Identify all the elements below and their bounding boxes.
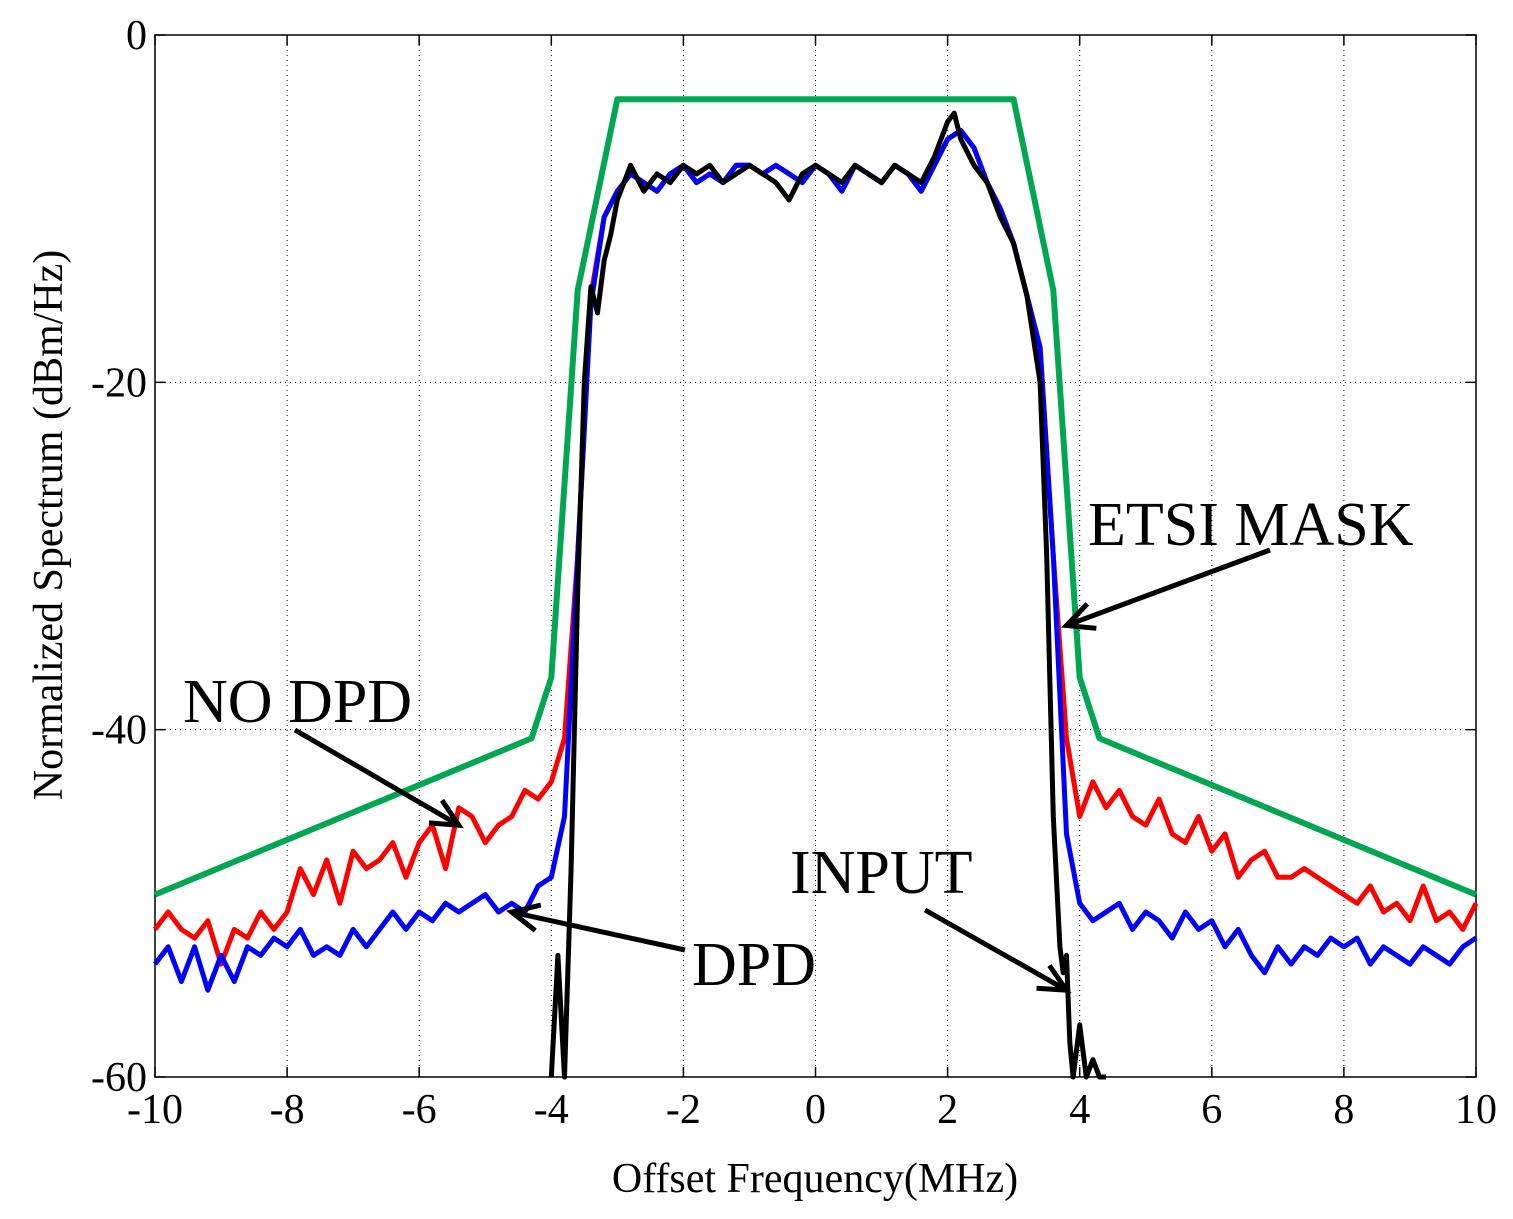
y-tick-label: -60	[91, 1055, 147, 1101]
y-tick-label: 0	[126, 13, 147, 59]
y-tick-label: -40	[91, 708, 147, 754]
x-tick-label: -10	[127, 1087, 183, 1133]
axis-ticks: -10 -8 -6 -4 -2 0 2 4 6 8 100-20-40-60	[91, 13, 1497, 1133]
x-tick-label: -4	[534, 1087, 569, 1133]
series-etsi-mask	[153, 96, 1478, 898]
annotation-arrowhead-input	[1036, 964, 1072, 994]
series-input	[548, 110, 1107, 1080]
annotation-arrowhead-etsi-mask	[1061, 602, 1097, 631]
annotation-arrowhead-no-dpd	[428, 798, 464, 829]
annotations-layer: ETSI MASK NO DPD DPD INPUT	[183, 491, 1414, 999]
annotation-label-dpd: DPD	[692, 931, 816, 999]
annotation-label-input: INPUT	[790, 839, 973, 907]
x-tick-label: 4	[1069, 1087, 1090, 1133]
x-tick-label: 6	[1201, 1087, 1222, 1133]
x-tick-label: 2	[937, 1087, 958, 1133]
x-axis-title: Offset Frequency(MHz)	[612, 1156, 1018, 1202]
annotation-arrow-dpd	[511, 909, 686, 953]
x-tick-label: -6	[402, 1087, 437, 1133]
x-tick-label: 0	[805, 1087, 826, 1133]
annotation-label-etsi-mask: ETSI MASK	[1088, 491, 1414, 559]
annotation-arrow-input	[923, 907, 1068, 993]
x-tick-label: 8	[1333, 1087, 1354, 1133]
annotation-arrow-no-dpd	[293, 727, 461, 828]
x-tick-label: -8	[270, 1087, 305, 1133]
series-layer	[153, 96, 1479, 1080]
y-tick-label: -20	[91, 360, 147, 406]
annotation-arrowhead-dpd	[506, 902, 542, 933]
x-tick-label: -2	[666, 1087, 701, 1133]
annotation-label-no-dpd: NO DPD	[183, 668, 412, 736]
annotation-arrow-etsi-mask	[1065, 547, 1271, 628]
x-tick-label: 10	[1455, 1087, 1497, 1133]
y-axis-title: Normalized Spectrum (dBm/Hz)	[26, 250, 72, 801]
